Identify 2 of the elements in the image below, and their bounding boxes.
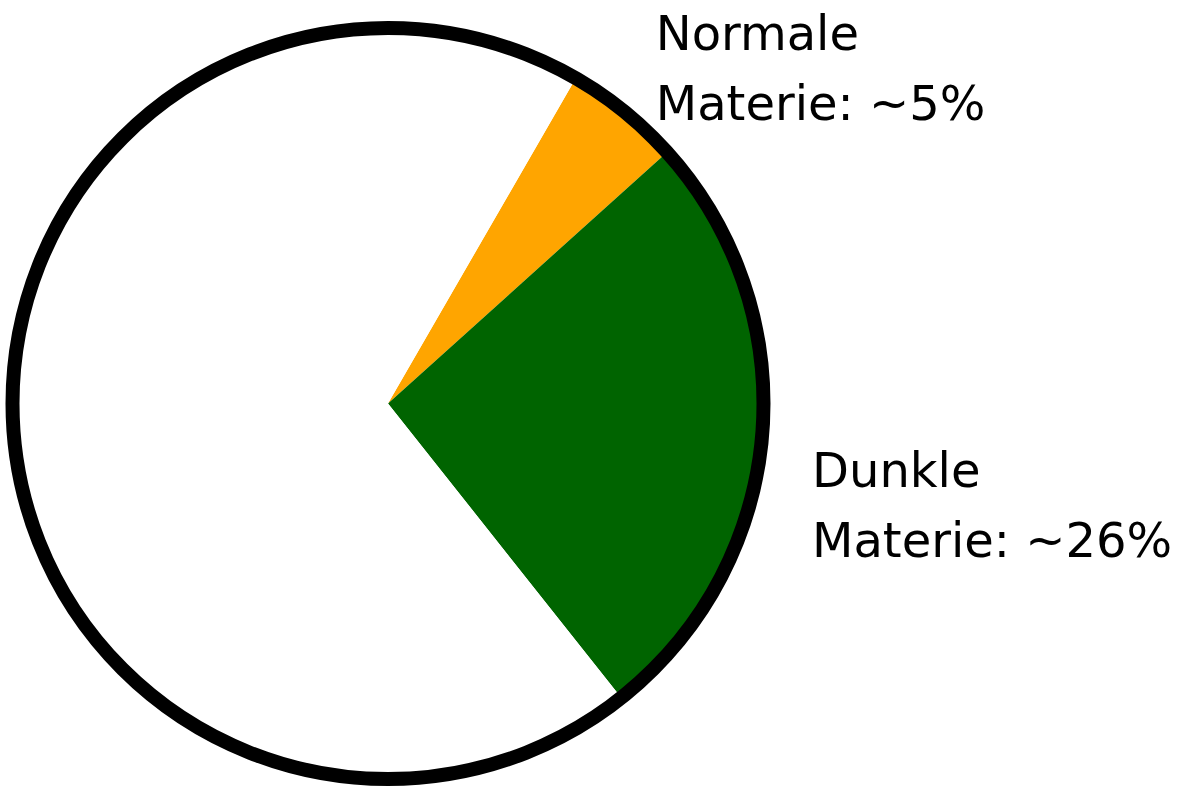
slice-label: Dunkle Materie: ~26% (812, 441, 1173, 568)
slice-label: Normale Materie: ~5% (655, 5, 986, 132)
